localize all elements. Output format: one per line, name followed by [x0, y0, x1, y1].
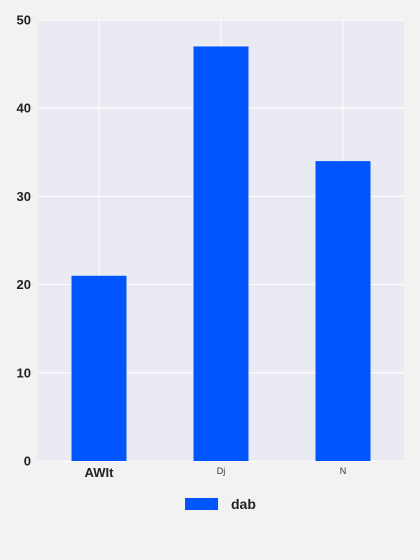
y-tick-label: 30 — [17, 189, 31, 204]
x-tick-label: N — [340, 466, 347, 476]
y-tick-label: 10 — [17, 365, 31, 380]
y-tick-label: 0 — [24, 454, 31, 469]
y-axis-ticks: 0 10 20 30 40 50 — [17, 13, 31, 469]
bar-Dj — [193, 46, 249, 462]
y-tick-label: 50 — [17, 13, 31, 28]
legend-swatch — [185, 498, 218, 510]
x-tick-label: AWIt — [85, 465, 115, 480]
x-axis-ticks: AWIt Dj N — [85, 465, 347, 480]
bar-AWIt — [71, 275, 127, 461]
x-tick-label: Dj — [217, 466, 226, 476]
y-tick-label: 40 — [17, 101, 31, 116]
bar-N — [315, 161, 371, 461]
legend: dab — [185, 496, 256, 512]
y-tick-label: 20 — [17, 277, 31, 292]
legend-label: dab — [231, 496, 256, 512]
bars — [71, 46, 371, 462]
